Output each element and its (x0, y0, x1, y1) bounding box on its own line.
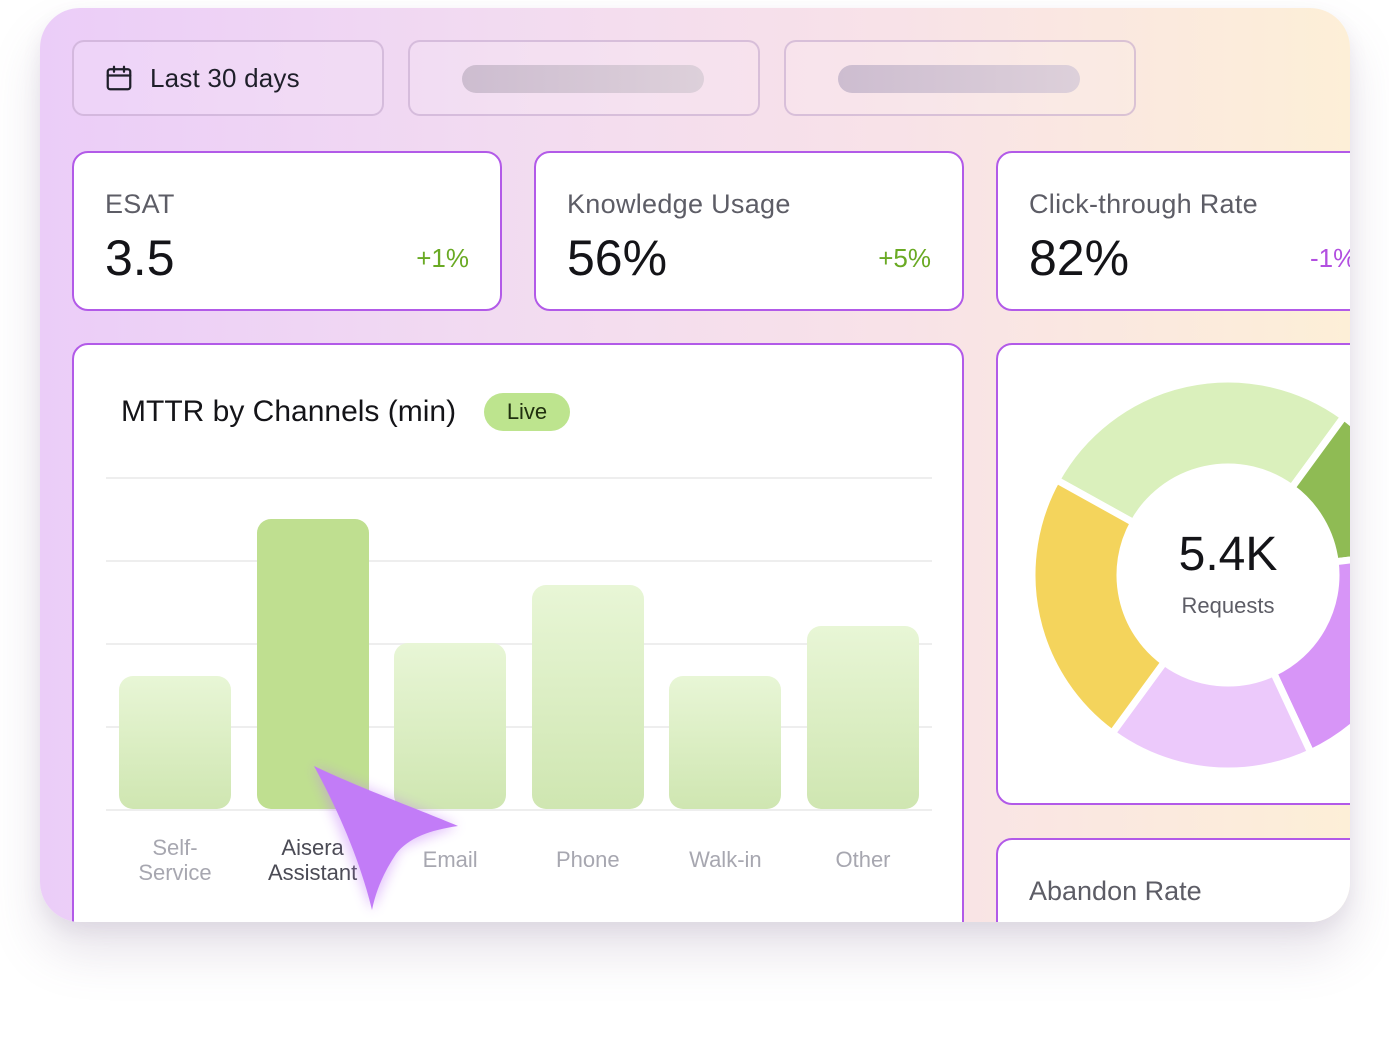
kpi-card-knowledge-usage[interactable]: Knowledge Usage 56% +5% (534, 151, 964, 311)
bar-other[interactable] (807, 626, 919, 809)
kpi-card-esat[interactable]: ESAT 3.5 +1% (72, 151, 502, 311)
bar-self-service[interactable] (119, 676, 231, 809)
date-range-label: Last 30 days (150, 62, 300, 93)
pointer-cursor-icon (314, 766, 458, 910)
x-tick-label: Phone (555, 847, 620, 872)
kpi-label: ESAT (105, 189, 175, 219)
bar-aisera-assistant[interactable] (256, 518, 369, 809)
calendar-icon (106, 65, 132, 91)
live-badge: Live (484, 393, 570, 431)
donut-slice-4[interactable] (1028, 475, 1170, 739)
x-tick-label: Self- Service (138, 835, 212, 885)
donut-chart (1028, 375, 1350, 775)
dashboard-panel: Last 30 days ESAT 3.5 +1% Knowledge Usag… (40, 8, 1350, 922)
skeleton-bar (838, 65, 1080, 93)
kpi-label: Click-through Rate (1029, 189, 1258, 219)
kpi-label: Knowledge Usage (567, 189, 791, 219)
filter-placeholder-1[interactable] (408, 40, 760, 116)
x-tick-label: Other (835, 847, 891, 872)
gridline (106, 726, 932, 728)
gridline (106, 809, 932, 811)
kpi-value: 3.5 (105, 230, 175, 286)
bar-phone[interactable] (531, 584, 644, 809)
bar-email[interactable] (394, 643, 507, 809)
x-tick-label: Email (422, 847, 478, 872)
donut-slice-0[interactable] (1051, 375, 1349, 528)
chart-title: MTTR by Channels (min) (121, 395, 457, 428)
kpi-delta: +1% (416, 243, 469, 273)
kpi-value: 82% (1029, 230, 1130, 286)
x-tick-label: Walk-in (689, 847, 762, 872)
date-range-filter[interactable]: Last 30 days (72, 40, 384, 116)
donut-slice-1[interactable] (1286, 411, 1350, 566)
kpi-delta: +5% (878, 243, 931, 273)
donut-slice-2[interactable] (1268, 551, 1350, 758)
bar-walk-in[interactable] (669, 676, 782, 809)
kpi-delta: -1% (1310, 243, 1350, 273)
kpi-card-click-through-rate[interactable]: Click-through Rate 82% -1% (996, 151, 1350, 311)
x-tick-label: Aisera Assistant (267, 835, 358, 885)
filter-placeholder-2[interactable] (784, 40, 1136, 116)
gridline (106, 477, 932, 479)
gridline (106, 560, 932, 562)
donut-center-label: Requests (1181, 593, 1275, 618)
abandon-rate-card[interactable]: Abandon Rate (996, 838, 1350, 922)
kpi-value: 56% (567, 230, 668, 286)
skeleton-bar (462, 65, 704, 93)
mttr-chart-card: MTTR by Channels (min) Live Self- Service… (72, 343, 964, 922)
donut-center-value: 5.4K (1178, 528, 1278, 581)
requests-donut-card: 5.4K Requests (996, 343, 1350, 805)
bar-plot-area (106, 477, 932, 811)
gridline (106, 643, 932, 645)
abandon-rate-label: Abandon Rate (1029, 876, 1202, 906)
